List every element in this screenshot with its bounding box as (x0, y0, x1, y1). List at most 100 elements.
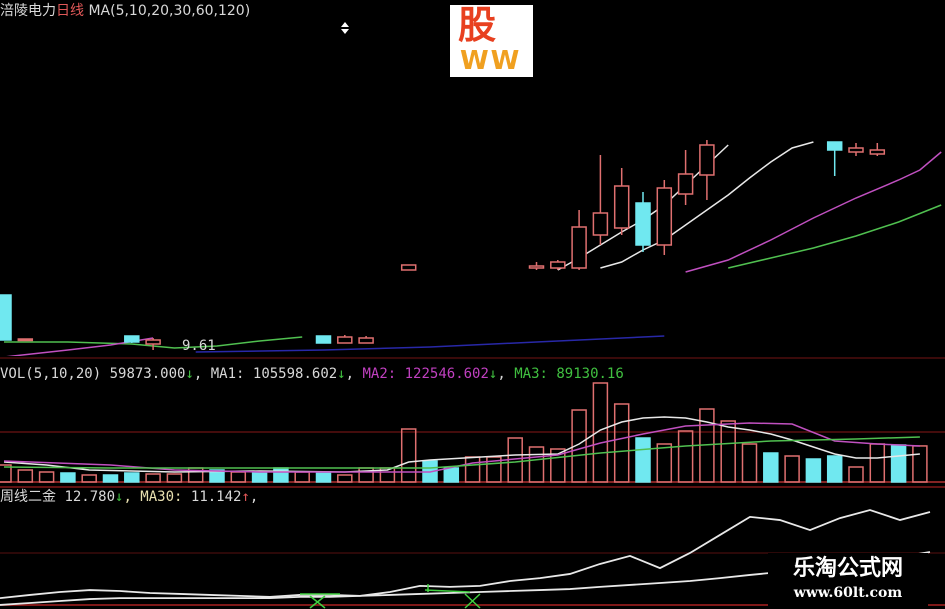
candle-body (337, 336, 353, 344)
candle-body (635, 202, 651, 246)
ma1-label: , MA1: 105598.602 (193, 366, 338, 382)
vol-header: VOL(5,10,20) 59873.000↓, MA1: 105598.602… (0, 366, 624, 382)
ma2-label: MA2: 122546.602 (362, 366, 489, 382)
candle-body (315, 335, 332, 344)
volume-bar (38, 471, 55, 483)
candle-body (400, 264, 417, 271)
volume-bar (784, 455, 800, 483)
candle-body (17, 338, 34, 342)
volume-bar (124, 472, 140, 483)
trail: , (249, 489, 259, 505)
logo-sub: WW (460, 46, 522, 76)
volume-bar (0, 464, 12, 483)
logo-char: 股 (458, 5, 497, 47)
candle-body (848, 147, 864, 153)
volume-ma1-line (3, 416, 920, 473)
volume-bar (230, 471, 247, 483)
down-arrow-icon: ↓ (337, 366, 346, 382)
candle-body (592, 212, 609, 236)
volume-bar (826, 455, 843, 483)
separator: , (345, 366, 363, 382)
volume-bar (912, 445, 928, 483)
volume-bar (869, 443, 886, 483)
volume-bar (528, 446, 545, 483)
up-arrow-icon: ↑ (241, 489, 250, 505)
weekly-title[interactable]: 周线二金 (0, 489, 56, 505)
period-label[interactable]: 日线 (56, 3, 84, 19)
watermark-title: 乐淘公式网 (792, 556, 903, 581)
volume-bar (464, 456, 481, 483)
main-header: 涪陵电力日线 MA(5,10,20,30,60,120) (0, 3, 250, 19)
volume-ma2-line (3, 422, 920, 473)
volume-bar (592, 382, 609, 483)
candle-body (550, 261, 566, 269)
volume-bar (550, 448, 566, 483)
signal-marker (300, 593, 340, 609)
separator: , (497, 366, 515, 382)
candle-body (528, 265, 545, 269)
volume-bar (251, 471, 268, 483)
cursor-marker-icon (341, 22, 349, 34)
volume-bar (635, 437, 651, 483)
candle-body (826, 141, 843, 151)
price-ma-line (4, 336, 303, 349)
volume-bar (443, 467, 460, 483)
candle-body (613, 185, 630, 229)
candle-body (571, 226, 587, 269)
price-ma-line (685, 151, 942, 273)
stock-name: 涪陵电力 (0, 3, 56, 19)
volume-bar (805, 458, 822, 483)
candle-body (358, 337, 374, 344)
volume-bar (81, 474, 97, 483)
ma30-label: , MA30: (123, 489, 191, 505)
volume-bar (613, 403, 630, 483)
volume-bar (145, 473, 161, 483)
price-panel (0, 140, 942, 356)
volume-bar (60, 472, 76, 483)
volume-bar (166, 473, 183, 483)
candle-body (699, 144, 715, 176)
weekly-header: 周线二金 12.780↓, MA30: 11.142↑, (0, 489, 258, 505)
candle-body (656, 187, 673, 246)
price-ma-line (600, 141, 814, 269)
volume-bar (400, 428, 417, 483)
volume-bar (677, 430, 694, 483)
logo: 股 WW (450, 5, 533, 77)
vol-value: 59873.000 (109, 366, 186, 382)
ma30-value: 11.142 (190, 489, 242, 505)
signal-markers (300, 584, 481, 609)
volume-bar (17, 469, 34, 483)
price-ma-line (728, 204, 942, 269)
ma3-label: MA3: 89130.16 (514, 366, 624, 382)
watermark-url: www.60lt.com (793, 585, 903, 601)
down-arrow-icon: ↓ (115, 489, 124, 505)
volume-ma3-line (3, 436, 920, 469)
volume-bar (294, 471, 310, 483)
volume-bar (890, 444, 907, 483)
volume-bar (273, 467, 289, 483)
volume-panel (0, 382, 928, 483)
volume-bar (741, 443, 758, 483)
signal-marker (424, 584, 481, 609)
volume-bar (571, 409, 587, 483)
down-arrow-icon: ↓ (488, 366, 498, 382)
down-arrow-icon: ↓ (185, 366, 194, 382)
volume-bar (337, 474, 353, 483)
vol-title[interactable]: VOL(5,10,20) (0, 366, 102, 382)
volume-bar (763, 452, 779, 483)
candle-body (677, 173, 694, 195)
volume-bar (656, 443, 673, 483)
weekly-value: 12.780 (64, 489, 116, 505)
ma-indicator-label[interactable]: MA(5,10,20,30,60,120) (88, 3, 251, 19)
volume-bar (209, 469, 225, 483)
candle-body (0, 294, 12, 341)
candle-body (124, 335, 140, 343)
candle-body (145, 339, 161, 345)
volume-bar (848, 466, 864, 483)
price-ma-line (195, 335, 665, 353)
weekly-series-line (0, 509, 931, 599)
volume-bar (720, 420, 736, 483)
watermark: 乐淘公式网 www.60lt.com (768, 553, 928, 609)
low-price-label: 9.61 (182, 338, 216, 354)
